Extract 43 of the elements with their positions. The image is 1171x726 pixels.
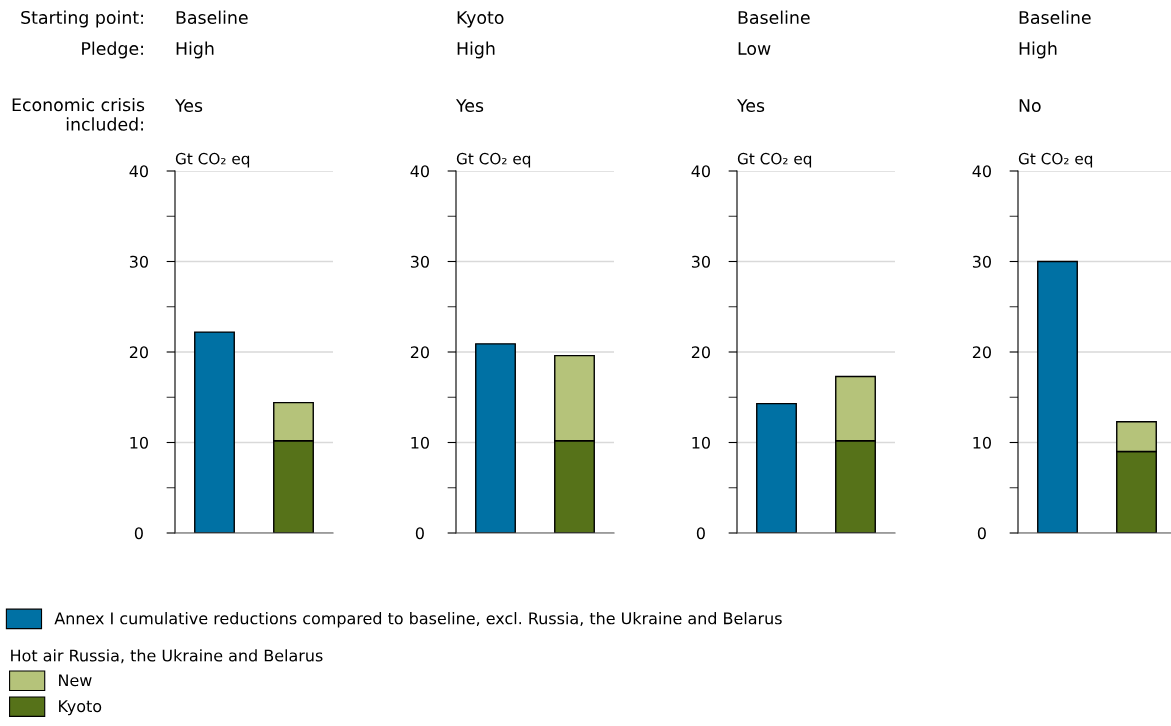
y-tick-label: 40 <box>410 165 429 178</box>
y-tick-label: 30 <box>691 255 710 268</box>
y-axis-title: Gt CO₂ eq <box>456 152 531 168</box>
text: Yes <box>455 99 484 113</box>
text: Baseline <box>176 10 248 25</box>
y-tick-label: 40 <box>129 165 148 178</box>
text: No <box>1019 99 1041 113</box>
y-tick-label: 10 <box>973 436 991 449</box>
y-tick-label: 40 <box>972 165 991 178</box>
y-tick-label: 0 <box>977 527 986 540</box>
legend-label: Annex I cumulative reductions compared to baseline, excl. Russia, the Ukraine and Belarus <box>54 612 782 628</box>
text: High <box>457 41 495 59</box>
text: Baseline <box>1019 10 1091 25</box>
y-axis-title: Gt CO₂ eq <box>1018 152 1093 168</box>
y-axis-title: Gt CO₂ eq <box>737 152 812 168</box>
text: Yes <box>174 99 203 113</box>
text: Yes <box>736 99 765 113</box>
text: Kyoto <box>457 11 504 28</box>
y-tick-label: 0 <box>134 527 143 540</box>
y-axis-title: Gt CO₂ eq <box>175 152 250 168</box>
text: Pledge: <box>82 41 143 59</box>
text: Baseline <box>738 10 810 25</box>
y-tick-label: 10 <box>130 436 148 449</box>
legend-title: Hot air Russia, the Ukraine and Belarus <box>11 649 323 664</box>
y-tick-label: 10 <box>411 436 429 449</box>
y-tick-label: 20 <box>972 346 991 359</box>
y-tick-label: 30 <box>410 255 429 268</box>
y-tick-label: 30 <box>972 255 991 268</box>
y-tick-label: 40 <box>691 165 710 178</box>
text: High <box>176 41 214 59</box>
y-tick-label: 0 <box>696 527 705 540</box>
legend-label: New <box>59 674 92 687</box>
y-tick-label: 10 <box>692 436 710 449</box>
y-tick-label: 20 <box>129 346 148 359</box>
text: Starting point: <box>21 10 143 28</box>
y-tick-label: 0 <box>415 527 424 540</box>
y-tick-label: 20 <box>691 346 710 359</box>
legend-label: Kyoto <box>59 700 102 716</box>
text: Low <box>738 42 771 56</box>
text: Economic crisis included: <box>12 97 145 131</box>
y-tick-label: 30 <box>129 255 148 268</box>
text: High <box>1019 41 1057 59</box>
y-tick-label: 20 <box>410 346 429 359</box>
